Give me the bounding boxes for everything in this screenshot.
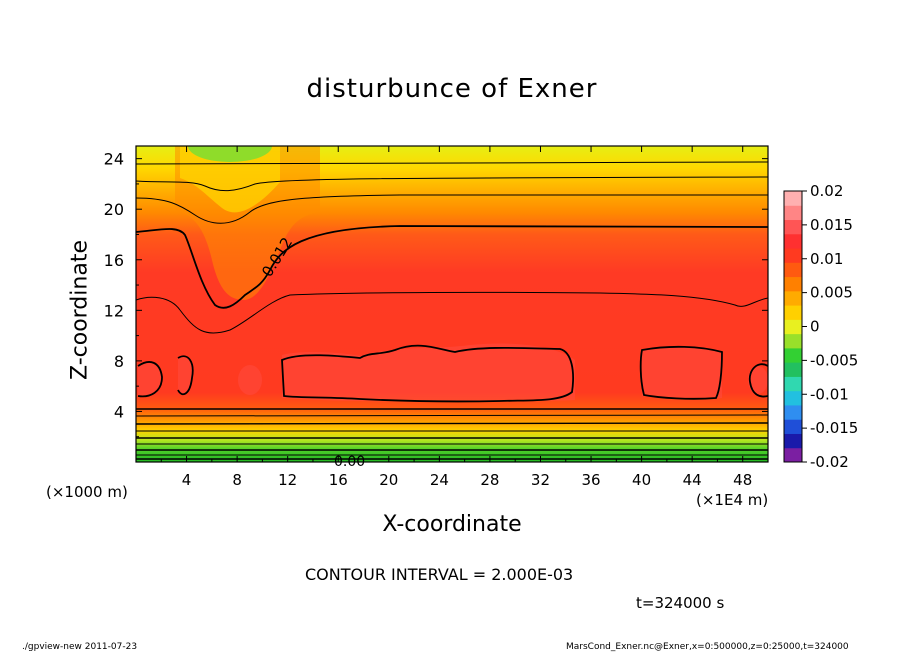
colorbar-tick-label: 0 [810, 318, 820, 336]
contour-interval-label: CONTOUR INTERVAL = 2.000E-03 [305, 565, 574, 584]
colorbar-segment [784, 233, 802, 249]
x-axis-label: X-coordinate [382, 512, 522, 537]
x-tick-label: 28 [480, 471, 499, 489]
colorbar-segment [784, 248, 802, 263]
contour-line [137, 361, 163, 398]
colorbar-tick-label: -0.015 [810, 419, 858, 437]
contour-line [136, 443, 768, 445]
chart-title: disturbunce of Exner [306, 74, 598, 104]
colorbar-tick-label: -0.02 [810, 453, 849, 471]
contour-line [639, 345, 723, 400]
core-region-left [138, 361, 162, 396]
y-tick-label: 24 [104, 150, 124, 169]
contour-line [136, 194, 768, 224]
contour-line [177, 355, 194, 396]
contour-line [136, 414, 768, 417]
colorbar-segment [784, 447, 802, 463]
x-tick-label: 32 [531, 471, 550, 489]
colorbar-segment [784, 333, 802, 349]
colorbar-tick-label: 0.01 [810, 250, 843, 268]
x-tick-label: 40 [632, 471, 651, 489]
contour-line [748, 363, 768, 398]
x-tick-label: 16 [329, 471, 348, 489]
core-blob-right-edge [748, 366, 768, 394]
colorbar: 0.02 0.015 0.01 0.005 0 -0.005 -0.01 -0.015 -0.0… [783, 182, 858, 471]
contour-line [281, 344, 574, 403]
contour-line [136, 422, 768, 425]
footer-left: ./gpview-new 2011-07-23 [22, 642, 138, 652]
colorbar-segment [784, 419, 802, 434]
colorbar-segment [784, 433, 802, 449]
x-tick-label: 20 [379, 471, 398, 489]
x-tick-label: 8 [232, 471, 242, 489]
contour-line [136, 225, 768, 309]
colorbar-segment [784, 191, 802, 206]
x-tick-label: 44 [683, 471, 702, 489]
x-axis-multiplier-label: (×1E4 m) [696, 491, 769, 509]
colorbar-segment [784, 262, 802, 278]
y-axis: 4 8 12 16 20 24 [104, 150, 768, 438]
y-axis-multiplier-label: (×1000 m) [46, 483, 128, 501]
colorbar-segment [784, 305, 802, 320]
contour-line [136, 291, 768, 334]
colorbar-segment [784, 219, 802, 235]
x-tick-label: 24 [430, 471, 449, 489]
contour-lines [136, 161, 768, 460]
x-tick-label: 36 [581, 471, 600, 489]
y-tick-label: 20 [104, 200, 124, 219]
x-tick-label: 12 [278, 471, 297, 489]
dip-region-yellow [180, 146, 280, 213]
x-tick-label: 4 [182, 471, 192, 489]
colorbar-segment [784, 376, 802, 392]
contour-line [136, 430, 768, 432]
colorbar-segment [784, 390, 802, 406]
contour-label: 0.00 [334, 454, 365, 470]
colorbar-segment [784, 404, 802, 420]
x-axis: 4 8 12 16 20 24 28 32 36 40 44 48 [160, 146, 752, 489]
contour-line [136, 449, 768, 451]
y-tick-label: 12 [104, 301, 124, 320]
colorbar-segment [784, 205, 802, 221]
contour-line [136, 176, 768, 192]
colorbar-tick-label: -0.01 [810, 385, 849, 403]
y-tick-label: 8 [114, 352, 124, 371]
colorbar-tick-label: -0.005 [810, 351, 858, 369]
core-blob-small [238, 365, 262, 395]
y-tick-label: 16 [104, 251, 124, 270]
colorbar-segment [784, 290, 802, 306]
x-tick-label: 48 [733, 471, 752, 489]
contour-field [136, 146, 768, 462]
colorbar-segment [784, 362, 802, 377]
top-green-blob [188, 146, 272, 162]
colorbar-segment [784, 276, 802, 292]
contour-line [136, 437, 768, 439]
y-tick-label: 4 [114, 402, 124, 421]
core-region-left2 [178, 356, 193, 394]
colorbar-tick-label: 0.005 [810, 284, 853, 302]
colorbar-segment [784, 347, 802, 363]
colorbar-tick-label: 0.015 [810, 216, 853, 234]
plot-frame [135, 145, 769, 463]
colorbar-segment [784, 319, 802, 335]
core-region-right [642, 346, 722, 400]
footer-right: MarsCond_Exner.nc@Exner,x=0:500000,z=0:2… [566, 642, 849, 652]
time-label: t=324000 s [636, 594, 725, 612]
colorbar-tick-label: 0.02 [810, 182, 843, 200]
